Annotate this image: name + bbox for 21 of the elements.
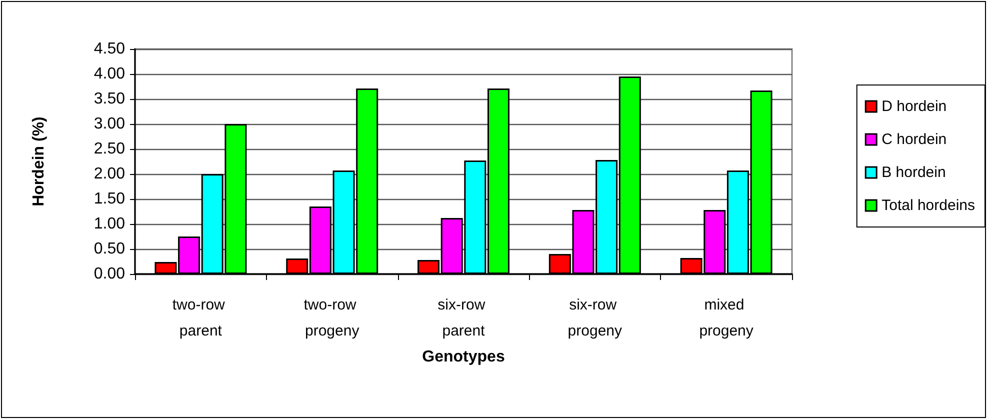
legend-label: C hordein [882, 131, 947, 148]
x-axis-title: Genotypes [422, 348, 505, 366]
x-tick-label: two-row progeny [304, 296, 360, 340]
y-tick-label: 0.50 [94, 240, 126, 258]
y-tick-label: 1.50 [94, 190, 126, 208]
x-tick-label: mixed progeny [699, 296, 754, 340]
y-tick-label: 2.00 [94, 166, 126, 182]
x-tick-label: two-row parent [172, 296, 230, 340]
y-tick-label: 1.00 [94, 216, 126, 232]
y-tick-label: 4.50 [94, 40, 126, 58]
y-tick-label: 3.00 [94, 116, 126, 132]
y-tick-label: 3.50 [94, 90, 126, 108]
legend-label: Total hordeins [882, 197, 976, 214]
y-tick-label: 4.00 [94, 66, 126, 82]
legend-label: B hordein [882, 164, 946, 181]
x-tick-label: six-row progeny [568, 296, 622, 340]
y-tick-label: 2.50 [94, 140, 126, 158]
y-axis-title: Hordein (%) [30, 116, 48, 206]
x-tick-label: six-row parent [438, 296, 490, 340]
y-tick-label: 0.00 [94, 266, 126, 282]
legend-label: D hordein [882, 98, 947, 115]
